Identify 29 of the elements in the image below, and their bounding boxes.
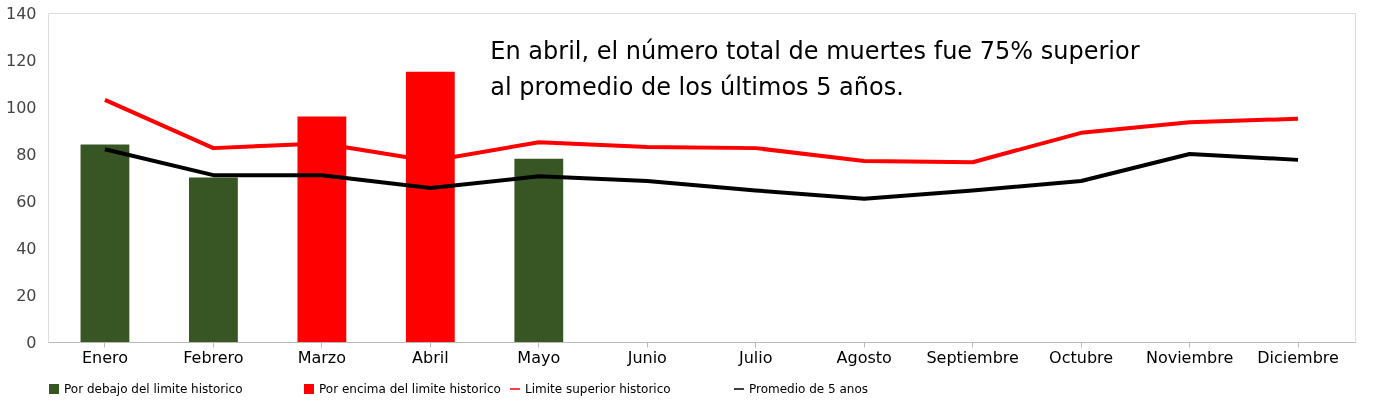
bar — [189, 177, 238, 342]
legend-label: Limite superior historico — [525, 382, 671, 396]
y-tick-label: 40 — [16, 238, 37, 258]
x-tick-label: Abril — [412, 347, 449, 367]
legend-label: Por encima del limite historico — [319, 382, 501, 396]
x-tick-label: Agosto — [836, 347, 892, 367]
annotation: En abril, el número total de muertes fue 75% superior al promedio de los últimos 5 años. — [490, 36, 1140, 101]
x-tick-label: Septiembre — [926, 347, 1019, 367]
x-tick-label: Enero — [81, 347, 128, 367]
bar — [80, 144, 130, 342]
y-tick-label: 80 — [16, 144, 37, 164]
x-tick-label: Mayo — [517, 347, 561, 367]
legend-label: Promedio de 5 anos — [749, 382, 869, 396]
y-tick-label: 120 — [5, 50, 37, 70]
y-tick-label: 60 — [16, 191, 37, 211]
bar — [514, 158, 564, 342]
x-tick-label: Diciembre — [1257, 347, 1339, 367]
legend-label: Por debajo del limite historico — [64, 382, 243, 396]
y-tick-label: 20 — [16, 285, 37, 305]
y-tick-label: 100 — [5, 97, 37, 117]
x-tick-label: Noviembre — [1145, 347, 1234, 367]
line-series — [102, 147, 1301, 201]
x-tick-label: Julio — [737, 347, 773, 367]
x-tick-label: Octubre — [1049, 347, 1114, 367]
y-tick-label: 140 — [5, 3, 37, 23]
x-tick-label: Febrero — [183, 347, 244, 367]
x-tick-label: Junio — [626, 347, 667, 367]
x-tick-label: Marzo — [297, 347, 347, 367]
y-tick-label: 0 — [26, 332, 37, 352]
